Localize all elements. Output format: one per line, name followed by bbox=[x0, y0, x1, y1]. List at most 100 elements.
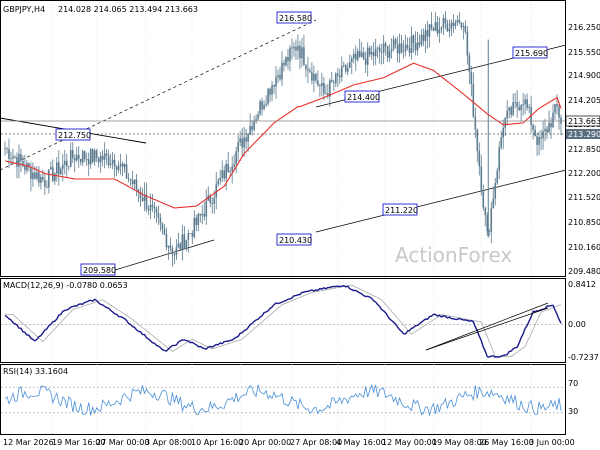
candle-body bbox=[8, 148, 10, 159]
candle-body bbox=[500, 137, 503, 148]
candle-body bbox=[426, 30, 429, 37]
candle-body bbox=[28, 163, 30, 168]
candle-body bbox=[36, 172, 38, 179]
trend-line bbox=[0, 19, 317, 171]
candle-body bbox=[137, 189, 140, 193]
candle-body bbox=[283, 62, 285, 66]
candle-body bbox=[490, 208, 493, 232]
chart-symbol: GBPJPY,H4 bbox=[3, 5, 45, 14]
macd-trend-line bbox=[425, 302, 549, 351]
candle-body bbox=[163, 228, 166, 235]
candle-body bbox=[75, 154, 78, 161]
candle-body bbox=[538, 137, 540, 145]
candle-body bbox=[185, 239, 188, 249]
candle-body bbox=[263, 104, 265, 110]
candle-body bbox=[348, 62, 351, 68]
time-tick: 3 Apr 08:00 bbox=[145, 438, 192, 447]
candle-body bbox=[512, 102, 514, 115]
time-tick: 20 Apr 00:00 bbox=[239, 438, 291, 447]
candle-body bbox=[187, 233, 190, 240]
macd-label: MACD(12,26,9) -0.0780 0.0653 bbox=[3, 281, 128, 290]
candle-body bbox=[366, 47, 369, 65]
candle-body bbox=[434, 22, 437, 31]
candle-body bbox=[165, 234, 168, 248]
candle-body bbox=[243, 137, 245, 148]
time-tick: 12 Mar 2026 bbox=[3, 438, 54, 447]
candle-body bbox=[295, 46, 297, 51]
candle-body bbox=[470, 71, 473, 84]
macd-tick: -0.7237 bbox=[568, 353, 599, 362]
candle-body bbox=[480, 166, 483, 192]
candle-body bbox=[171, 248, 174, 255]
annotation-209-580: 209.580 bbox=[83, 266, 116, 275]
watermark-layer: ActionForex bbox=[395, 243, 512, 267]
candle-body bbox=[502, 127, 505, 138]
candle-body bbox=[235, 151, 237, 165]
candle-body bbox=[241, 138, 243, 148]
candle-body bbox=[267, 88, 269, 104]
candle-body bbox=[205, 200, 208, 217]
candle-body bbox=[145, 194, 148, 210]
candle-body bbox=[133, 179, 136, 185]
candle-body bbox=[201, 213, 204, 216]
price-tick: 212.200 bbox=[568, 169, 600, 178]
candle-body bbox=[67, 166, 70, 167]
candle-body bbox=[81, 151, 84, 163]
candle-body bbox=[161, 223, 164, 229]
candle-body bbox=[438, 29, 441, 34]
candle-body bbox=[173, 254, 176, 256]
rsi-tick: 30 bbox=[568, 407, 578, 416]
candle-body bbox=[32, 172, 34, 179]
candle-body bbox=[522, 104, 524, 106]
candle-body bbox=[271, 85, 273, 95]
candle-body bbox=[93, 150, 96, 162]
candle-body bbox=[450, 22, 453, 30]
candle-body bbox=[301, 47, 303, 59]
price-panel[interactable] bbox=[0, 0, 566, 277]
candle-body bbox=[109, 163, 112, 166]
candle-body bbox=[446, 23, 449, 32]
candle-body bbox=[352, 53, 355, 59]
candle-body bbox=[472, 83, 475, 117]
candle-body bbox=[514, 102, 516, 103]
price-annotations[interactable]: 216.580 215.690 214.400 212.750 211.220 … bbox=[55, 11, 548, 276]
candle-body bbox=[40, 176, 42, 183]
candle-body bbox=[504, 118, 507, 128]
candle-body bbox=[58, 162, 60, 175]
candle-body bbox=[536, 136, 538, 145]
candle-body bbox=[534, 129, 536, 137]
candle-body bbox=[265, 103, 267, 105]
candle-body bbox=[65, 160, 68, 167]
candle-body bbox=[107, 155, 110, 166]
candle-body bbox=[337, 73, 339, 76]
candle-body bbox=[42, 176, 44, 180]
candle-body bbox=[275, 76, 277, 87]
candle-body bbox=[22, 161, 24, 167]
rsi-tick: 70 bbox=[568, 379, 578, 388]
annotation-216-580: 216.580 bbox=[279, 14, 312, 23]
candle-body bbox=[213, 197, 216, 204]
moving-average-line bbox=[4, 62, 562, 209]
candle-body bbox=[416, 42, 419, 51]
candle-body bbox=[474, 116, 477, 130]
candle-body bbox=[340, 65, 343, 78]
candle-body bbox=[179, 243, 182, 250]
candle-body bbox=[4, 148, 6, 150]
annotation-212-750: 212.750 bbox=[58, 131, 91, 140]
rsi-panel[interactable] bbox=[0, 364, 566, 435]
candle-body bbox=[311, 72, 313, 81]
candle-body bbox=[398, 43, 401, 54]
annotation-210-430: 210.430 bbox=[279, 236, 312, 245]
candle-body bbox=[63, 160, 66, 165]
price-tick: 215.550 bbox=[568, 48, 600, 57]
macd-panel[interactable] bbox=[0, 278, 566, 363]
time-axis: 12 Mar 2026 19 Mar 16:00 27 Mar 00:00 3 … bbox=[3, 438, 575, 447]
price-axis: 216.250 215.550 214.900 214.205 213.530 … bbox=[565, 23, 600, 276]
candle-body bbox=[392, 39, 395, 50]
candle-body bbox=[211, 203, 214, 204]
candle-body bbox=[482, 191, 485, 208]
candle-body bbox=[554, 104, 556, 113]
candle-body bbox=[193, 217, 196, 237]
candle-body bbox=[412, 35, 415, 44]
candle-body bbox=[157, 212, 160, 218]
